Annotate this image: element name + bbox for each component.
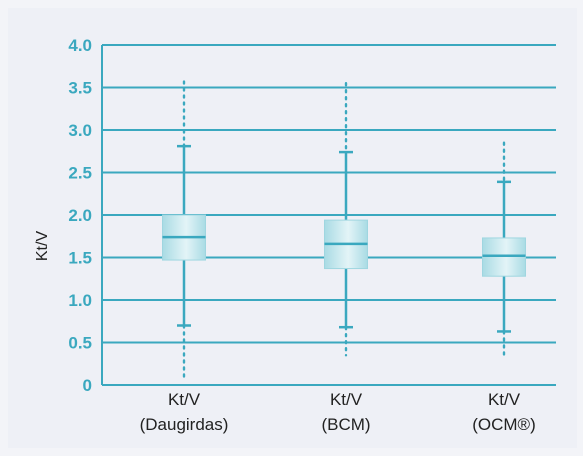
box-group (162, 80, 206, 378)
y-tick-label: 3.5 (68, 79, 92, 98)
grid-lines (101, 44, 556, 386)
category-label-line1: Kt/V (168, 390, 201, 409)
y-tick-label: 3.0 (68, 121, 92, 140)
y-axis-label: Kt/V (34, 231, 51, 262)
y-tick-label: 1.5 (68, 249, 92, 268)
x-category-labels: Kt/V (Daugirdas) Kt/V (BCM) Kt/V (OCM®) (140, 390, 536, 434)
y-tick-label: 2.0 (68, 206, 92, 225)
boxes (162, 80, 526, 378)
category-label-line2: (BCM) (321, 415, 370, 434)
y-tick-label: 1.0 (68, 291, 92, 310)
box-group (482, 141, 526, 359)
category-label-line2: (Daugirdas) (140, 415, 229, 434)
y-tick-label: 0 (83, 376, 92, 395)
category-label-line2: (OCM®) (472, 415, 536, 434)
y-tick-label: 4.0 (68, 36, 92, 55)
category-label-line1: Kt/V (488, 390, 521, 409)
y-tick-label: 0.5 (68, 334, 92, 353)
category-label-line1: Kt/V (330, 390, 363, 409)
box-group (324, 82, 368, 357)
y-tick-label: 2.5 (68, 164, 92, 183)
iqr-box (482, 237, 526, 277)
y-tick-labels: 0 0.5 1.0 1.5 2.0 2.5 3.0 3.5 4.0 (68, 36, 92, 395)
